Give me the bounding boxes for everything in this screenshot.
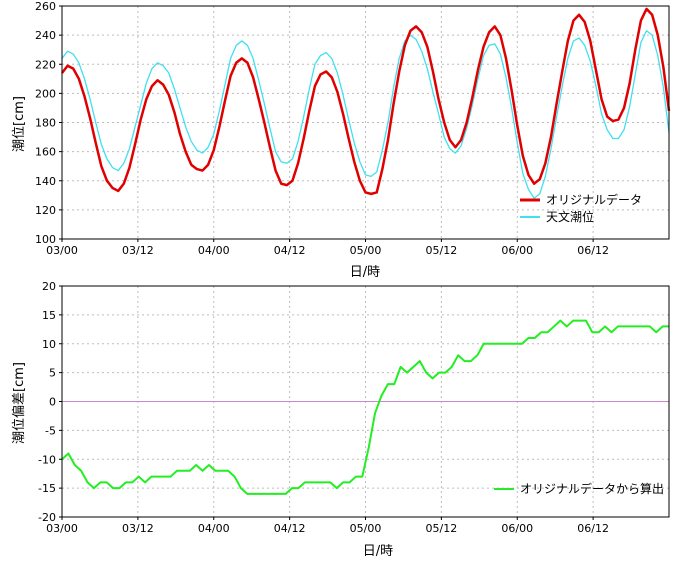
x-tick-label: 04/00 bbox=[198, 522, 230, 535]
x-tick-label: 06/12 bbox=[577, 522, 609, 535]
y-tick-label: 20 bbox=[42, 280, 56, 293]
y-tick-label: 0 bbox=[49, 396, 56, 409]
x-tick-label: 05/00 bbox=[350, 522, 382, 535]
tide-level-series bbox=[61, 7, 671, 199]
tide-level-x-axis-label: 日/時 bbox=[350, 265, 380, 280]
y-tick-label: 100 bbox=[35, 233, 56, 246]
x-tick-label: 03/12 bbox=[122, 244, 154, 257]
series-line-0 bbox=[61, 7, 671, 196]
tide-level-chart: 100 120 140 160 180 200 220 240 260 03/00 03/12 04… bbox=[12, 0, 671, 280]
tide-deviation-chart: -20 -15 -10 -5 0 5 10 15 20 03/00 03/12 04/00 04/12… bbox=[12, 280, 670, 559]
tide-level-x-ticks: 03/00 03/12 04/00 04/12 05/00 05/12 06/00 06/12 bbox=[46, 239, 609, 257]
tide-level-legend: オリジナルデータ 天文潮位 bbox=[520, 192, 642, 224]
y-tick-label: 120 bbox=[35, 204, 56, 217]
y-tick-label: 15 bbox=[42, 309, 56, 322]
tide-level-y-ticks: 100 120 140 160 180 200 220 240 260 bbox=[35, 0, 62, 246]
y-tick-label: 160 bbox=[35, 146, 56, 159]
y-tick-label: -10 bbox=[38, 453, 56, 466]
tide-deviation-x-axis-label: 日/時 bbox=[363, 544, 393, 559]
x-tick-label: 04/12 bbox=[274, 522, 306, 535]
y-tick-label: -15 bbox=[38, 482, 56, 495]
y-tick-label: 5 bbox=[49, 367, 56, 380]
y-tick-label: 180 bbox=[35, 117, 56, 130]
tide-level-grid bbox=[62, 6, 669, 239]
tide-deviation-y-axis-label: 潮位偏差[cm] bbox=[12, 362, 27, 444]
x-tick-label: 04/12 bbox=[274, 244, 306, 257]
y-tick-label: -5 bbox=[45, 424, 56, 437]
x-tick-label: 06/00 bbox=[501, 244, 533, 257]
tide-deviation-y-ticks: -20 -15 -10 -5 0 5 10 15 20 bbox=[38, 280, 62, 524]
y-tick-label: 200 bbox=[35, 87, 56, 100]
y-tick-label: -20 bbox=[38, 511, 56, 524]
y-tick-label: 260 bbox=[35, 0, 56, 13]
series-line-0 bbox=[61, 319, 669, 495]
x-tick-label: 05/12 bbox=[426, 244, 458, 257]
x-tick-label: 03/00 bbox=[46, 522, 78, 535]
x-tick-label: 05/00 bbox=[350, 244, 382, 257]
series-line-1 bbox=[61, 30, 670, 199]
tide-level-y-axis-label: 潮位[cm] bbox=[12, 96, 27, 152]
y-tick-label: 10 bbox=[42, 338, 56, 351]
legend-label-original: オリジナルデータ bbox=[546, 192, 642, 207]
tide-deviation-series bbox=[61, 319, 669, 495]
tide-deviation-legend: オリジナルデータから算出 bbox=[494, 481, 664, 496]
x-tick-label: 03/00 bbox=[46, 244, 78, 257]
x-tick-label: 06/00 bbox=[501, 522, 533, 535]
legend-label-astronomical: 天文潮位 bbox=[546, 209, 594, 224]
y-tick-label: 140 bbox=[35, 175, 56, 188]
tide-deviation-x-ticks: 03/00 03/12 04/00 04/12 05/00 05/12 06/00 06/12 bbox=[46, 517, 609, 535]
x-tick-label: 06/12 bbox=[577, 244, 609, 257]
y-tick-label: 240 bbox=[35, 29, 56, 42]
x-tick-label: 05/12 bbox=[426, 522, 458, 535]
legend-label-deviation: オリジナルデータから算出 bbox=[520, 481, 664, 496]
x-tick-label: 03/12 bbox=[122, 522, 154, 535]
y-tick-label: 220 bbox=[35, 58, 56, 71]
x-tick-label: 04/00 bbox=[198, 244, 230, 257]
